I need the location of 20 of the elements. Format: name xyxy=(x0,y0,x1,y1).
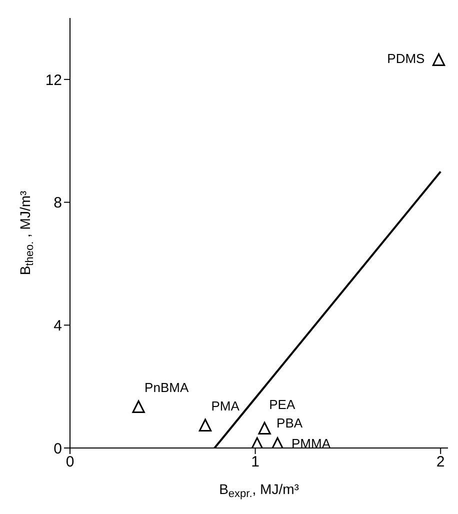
point xyxy=(258,422,271,435)
y-tick-label: 0 xyxy=(54,440,62,458)
annotation: PDMS xyxy=(387,51,426,66)
point xyxy=(271,437,284,448)
x-tick-label: 2 xyxy=(436,454,445,471)
y-tick-label: 8 xyxy=(54,194,62,212)
annotation: PBA xyxy=(276,416,303,431)
annotation: PMMA xyxy=(292,436,331,451)
annotation: PnBMA xyxy=(144,380,189,396)
y-tick-label: 4 xyxy=(54,317,62,334)
x-axis-title: B$_{expr.}$, MJ/m³ xyxy=(219,481,300,500)
y-tick-label: 12 xyxy=(45,72,62,89)
x-tick-label: 1 xyxy=(251,454,260,471)
annotation: PEA xyxy=(269,396,296,412)
point xyxy=(432,53,446,66)
point xyxy=(250,437,264,448)
point xyxy=(198,418,212,432)
annotation: PMA xyxy=(211,398,240,414)
point xyxy=(132,400,145,414)
x-tick-label: 0 xyxy=(66,454,74,471)
